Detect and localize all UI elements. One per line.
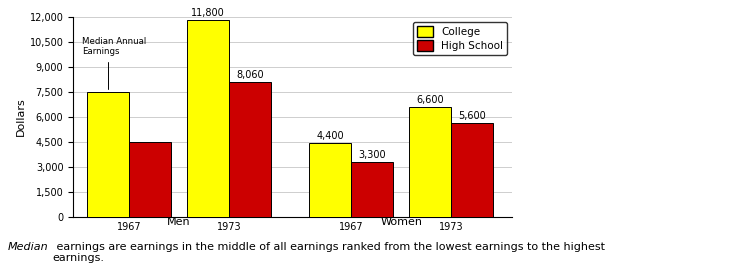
Text: 4,400: 4,400 [316, 131, 344, 142]
Text: earnings are earnings in the middle of all earnings ranked from the lowest earni: earnings are earnings in the middle of a… [53, 242, 605, 264]
Y-axis label: Dollars: Dollars [15, 97, 26, 136]
Bar [409, 107, 451, 217]
Bar [309, 143, 351, 217]
Text: 8,060: 8,060 [236, 70, 264, 80]
Text: Women: Women [380, 217, 422, 227]
Bar [86, 92, 129, 217]
Text: 6,600: 6,600 [417, 95, 444, 105]
Legend: College, High School: College, High School [413, 22, 507, 55]
Bar [451, 123, 493, 217]
Bar [129, 142, 171, 217]
Text: Men: Men [167, 217, 190, 227]
Text: 11,800: 11,800 [191, 8, 225, 18]
Text: 3,300: 3,300 [359, 150, 386, 160]
Text: Median Annual
Earnings: Median Annual Earnings [82, 37, 146, 89]
Bar [229, 82, 271, 217]
Text: Median: Median [7, 242, 48, 252]
Bar [351, 162, 393, 217]
Bar [187, 20, 229, 217]
Text: 5,600: 5,600 [458, 111, 486, 121]
